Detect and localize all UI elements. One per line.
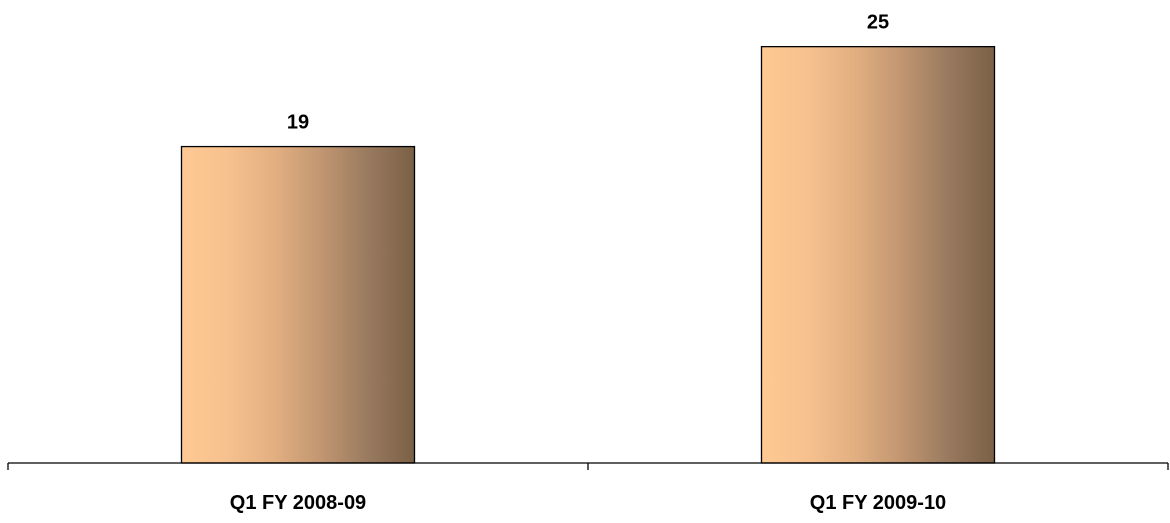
- data-label-2: 25: [867, 12, 889, 34]
- x-tick-label-2: Q1 FY 2009-10: [810, 492, 946, 514]
- bar-1: [180, 145, 416, 464]
- bar-2: [760, 45, 996, 464]
- x-tick-label-1: Q1 FY 2008-09: [230, 492, 366, 514]
- x-axis: Q1 FY 2008-09 Q1 FY 2009-10: [7, 462, 1169, 514]
- bars-layer: [180, 45, 996, 464]
- data-label-1: 19: [287, 112, 309, 134]
